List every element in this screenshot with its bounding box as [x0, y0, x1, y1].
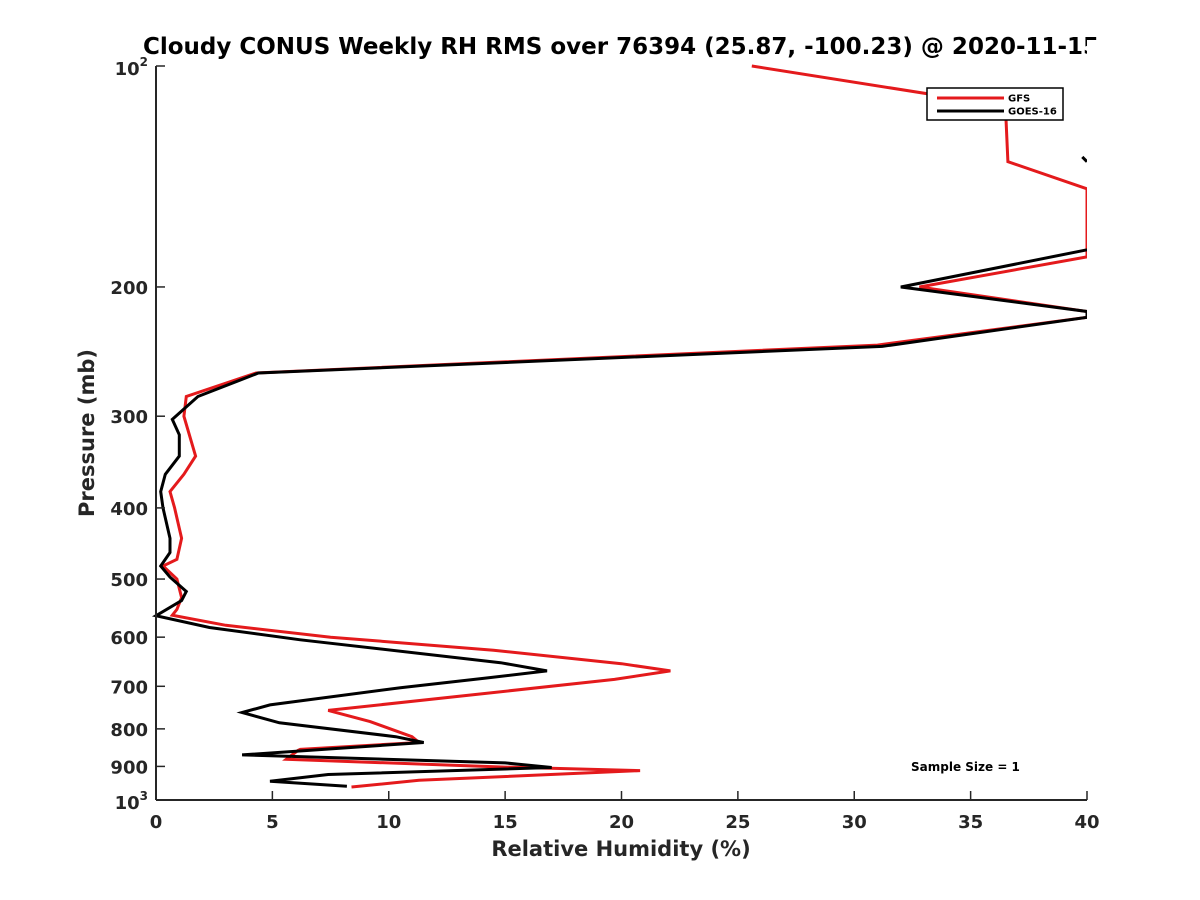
x-tick-label-8: 40 [1074, 812, 1099, 833]
axes [155, 66, 1087, 801]
series-line-1-segment-0 [1081, 155, 1089, 163]
x-tick-label-6: 30 [842, 812, 867, 833]
y-tick-label-8: 900 [110, 757, 148, 778]
x-tick-label-2: 10 [376, 812, 401, 833]
series-line-0-segment-0 [160, 64, 1089, 789]
legend-box [926, 87, 1064, 121]
y-tick-label-4: 500 [110, 570, 148, 591]
y-tick-label-6: 700 [110, 677, 148, 698]
legend-label-goes16: GOES-16 [1008, 107, 1057, 118]
y-tick-label-5: 600 [110, 628, 148, 649]
y-tick-label-2: 300 [110, 407, 148, 428]
y-axis-label: Pressure (mb) [75, 349, 99, 517]
y-tick-exponent-0: 2 [140, 55, 148, 69]
y-ticks: 102 200 300 400 500 600 700 800 900 103 [110, 55, 165, 814]
x-tick-label-7: 35 [958, 812, 983, 833]
plot-mask-right [1087, 40, 1200, 840]
x-axis-label: Relative Humidity (%) [491, 837, 750, 861]
legend: GFS GOES-16 [926, 87, 1064, 121]
y-tick-label-9: 103 [115, 789, 148, 814]
legend-label-gfs: GFS [1008, 94, 1030, 105]
sample-size-annotation: Sample Size = 1 [911, 760, 1020, 774]
x-tick-label-0: 0 [150, 812, 163, 833]
x-ticks: 0 5 10 15 20 25 30 35 40 [150, 791, 1100, 833]
series-line-1-segment-1 [151, 248, 1089, 788]
plot-lines [151, 64, 1089, 789]
y-tick-label-0: 102 [115, 55, 148, 80]
y-tick-label-7: 800 [110, 720, 148, 741]
x-tick-label-4: 20 [609, 812, 634, 833]
x-tick-label-5: 25 [725, 812, 750, 833]
y-tick-label-1: 200 [110, 278, 148, 299]
chart-title: Cloudy CONUS Weekly RH RMS over 76394 (2… [143, 34, 1099, 60]
y-tick-label-3: 400 [110, 499, 148, 520]
x-tick-label-3: 15 [493, 812, 518, 833]
y-tick-exponent-9: 3 [140, 789, 148, 803]
x-tick-label-1: 5 [266, 812, 279, 833]
